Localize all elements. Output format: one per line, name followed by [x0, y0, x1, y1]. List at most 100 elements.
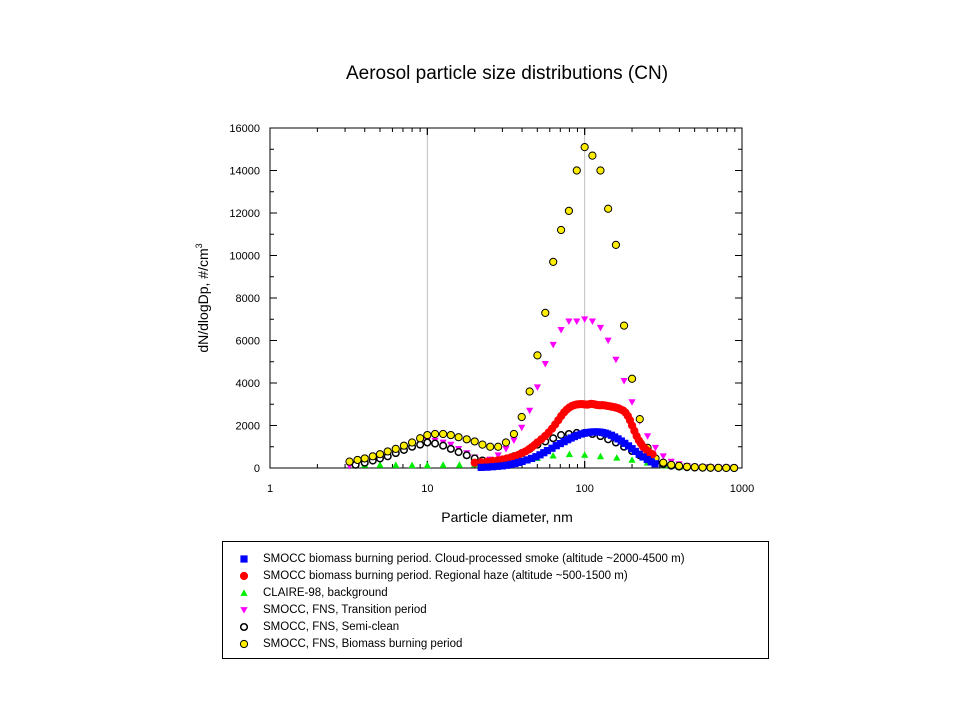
data-point	[454, 448, 463, 457]
data-point	[581, 451, 589, 458]
data-point	[604, 337, 612, 345]
data-point	[541, 308, 550, 317]
data-point	[565, 318, 573, 325]
data-point	[588, 318, 597, 325]
legend-marker-shape	[239, 571, 249, 581]
data-point	[439, 461, 447, 468]
data-point	[439, 429, 448, 439]
data-point	[564, 206, 574, 215]
legend-marker	[240, 607, 248, 614]
data-point	[533, 351, 542, 360]
data-point	[376, 461, 384, 468]
data-point	[502, 445, 510, 453]
series-0	[477, 428, 659, 471]
data-point	[714, 463, 723, 472]
y-tick-label: 2000	[236, 421, 260, 433]
data-point	[509, 429, 519, 439]
data-point	[368, 452, 377, 461]
data-point	[510, 437, 518, 444]
data-point	[477, 463, 485, 471]
x-tick-label: 1000	[730, 483, 754, 495]
data-point	[462, 451, 471, 460]
data-point	[494, 462, 502, 470]
chart-title: Aerosol particle size distributions (CN)	[346, 63, 668, 84]
data-point	[730, 463, 739, 473]
data-point	[501, 438, 511, 447]
data-point	[651, 444, 660, 452]
data-point	[483, 463, 491, 471]
data-point	[682, 462, 692, 471]
legend-marker	[240, 589, 248, 596]
data-point	[698, 463, 707, 472]
y-tick-label: 8000	[236, 293, 260, 305]
legend-label: SMOCC biomass burning period. Regional h…	[263, 570, 628, 582]
data-point	[667, 460, 676, 469]
data-point	[647, 458, 655, 466]
data-point	[541, 360, 549, 368]
data-point	[416, 434, 425, 443]
data-point	[536, 451, 544, 459]
data-point	[659, 453, 667, 460]
data-point	[407, 438, 417, 447]
data-point	[635, 450, 643, 458]
data-point	[604, 204, 613, 213]
data-point	[628, 456, 636, 463]
data-point	[518, 457, 526, 466]
data-point	[549, 341, 557, 349]
data-point	[639, 453, 647, 461]
data-point	[549, 257, 558, 266]
x-tick-label: 1	[267, 483, 273, 495]
data-point	[611, 240, 621, 249]
y-axis-label: dN/dlogDp, #/cm3	[194, 243, 211, 352]
data-point	[430, 429, 440, 439]
data-point	[573, 431, 582, 439]
data-point	[651, 460, 659, 468]
legend-marker	[239, 639, 249, 649]
data-point	[573, 318, 581, 325]
plot-frame	[269, 127, 743, 469]
y-tick-label: 12000	[229, 208, 260, 220]
data-point	[596, 452, 605, 460]
y-tick-label: 16000	[229, 123, 260, 135]
y-tick-label: 10000	[229, 251, 260, 263]
data-point	[631, 447, 639, 456]
legend-item: SMOCC biomass burning period. Cloud-proc…	[237, 551, 685, 567]
data-point	[423, 461, 431, 469]
data-point	[446, 444, 455, 453]
data-point	[486, 442, 495, 451]
data-point	[431, 439, 440, 448]
data-point	[580, 143, 589, 152]
data-point	[494, 452, 502, 459]
data-point	[548, 444, 556, 452]
data-point	[532, 453, 540, 461]
data-point	[643, 433, 652, 440]
series-1	[470, 399, 657, 467]
data-point	[345, 457, 354, 466]
legend-marker	[239, 622, 249, 632]
y-tick-label: 0	[254, 463, 260, 475]
data-point	[423, 438, 432, 447]
data-point	[612, 356, 620, 364]
data-point	[523, 456, 531, 464]
legend-item: SMOCC, FNS, Biomass burning period	[237, 636, 462, 652]
data-point	[439, 441, 448, 450]
data-point	[454, 433, 463, 442]
y-axis-label-text: dN/dlogDp, #/cm	[195, 248, 211, 352]
legend-label: SMOCC biomass burning period. Cloud-proc…	[263, 553, 685, 565]
data-point	[628, 399, 636, 406]
data-point	[690, 463, 699, 472]
legend-label: SMOCC, FNS, Transition period	[263, 604, 427, 616]
data-point	[517, 412, 526, 422]
y-tick-label: 6000	[236, 336, 260, 348]
data-point	[543, 446, 552, 455]
data-point	[498, 462, 507, 470]
data-point	[399, 441, 409, 450]
data-point	[596, 324, 605, 332]
data-point	[478, 440, 487, 449]
data-point	[511, 459, 519, 468]
data-point	[557, 431, 566, 440]
data-point	[489, 463, 497, 471]
data-point	[552, 442, 560, 450]
data-point	[581, 316, 589, 323]
